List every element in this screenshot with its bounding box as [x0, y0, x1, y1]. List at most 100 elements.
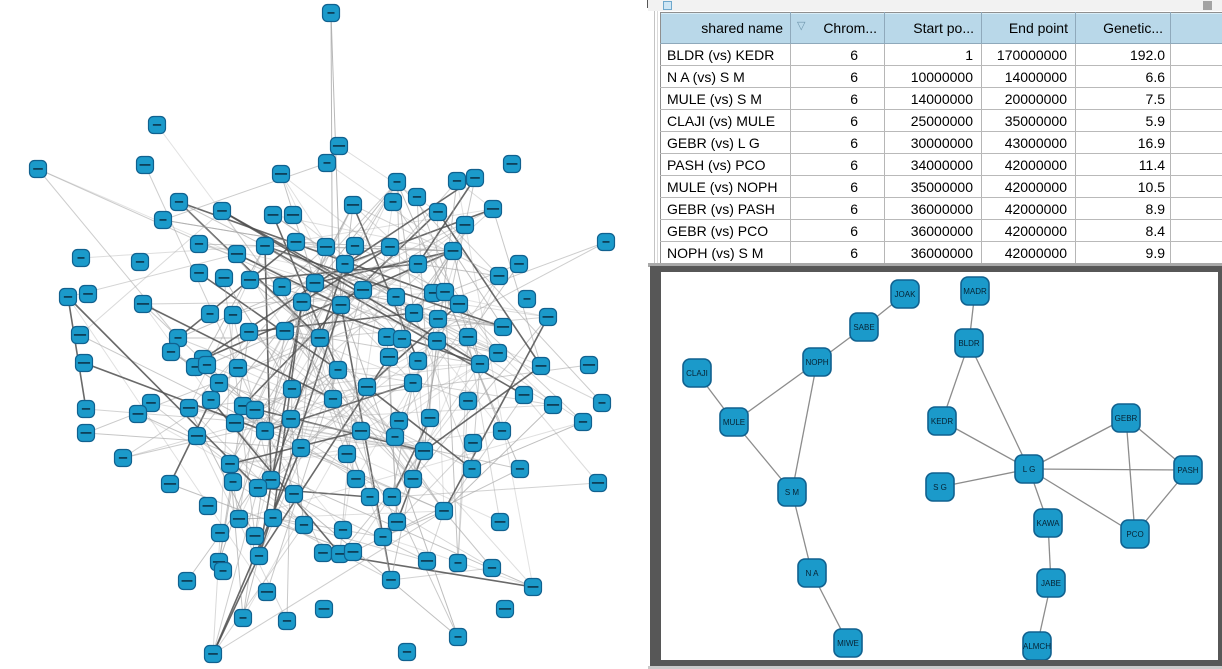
table-cell[interactable]: 42000000 [981, 197, 1076, 220]
table-cell[interactable]: 6 [790, 241, 885, 264]
network-node[interactable] [531, 356, 551, 376]
network-node[interactable] [328, 360, 348, 380]
network-node[interactable] [141, 393, 161, 413]
network-node-madr[interactable]: MADR [960, 276, 990, 306]
table-cell[interactable]: 20000000 [981, 87, 1076, 110]
network-node[interactable] [492, 421, 512, 441]
table-cell[interactable]: PASH (vs) PCO [660, 153, 791, 176]
network-node[interactable] [373, 527, 393, 547]
network-node-pash[interactable]: PASH [1173, 455, 1203, 485]
network-node[interactable] [305, 273, 325, 293]
network-node[interactable] [78, 284, 98, 304]
network-node[interactable] [448, 627, 468, 647]
network-node[interactable] [383, 192, 403, 212]
network-node[interactable] [272, 277, 292, 297]
network-node[interactable] [360, 487, 380, 507]
network-node[interactable] [283, 205, 303, 225]
network-node[interactable] [463, 433, 483, 453]
network-node-joak[interactable]: JOAK [890, 279, 920, 309]
table-row[interactable]: BLDR (vs) KEDR 6 1 170000000 192.0 [660, 43, 1222, 66]
network-node[interactable] [407, 187, 427, 207]
table-cell-spacer[interactable] [1170, 131, 1222, 154]
network-node-jabe[interactable]: JABE [1036, 568, 1066, 598]
network-node[interactable] [245, 400, 265, 420]
table-cell[interactable]: 6 [790, 87, 885, 110]
network-node-bldr[interactable]: BLDR [954, 328, 984, 358]
network-node[interactable] [335, 254, 355, 274]
network-node-pco[interactable]: PCO [1120, 519, 1150, 549]
network-node[interactable] [502, 154, 522, 174]
network-node[interactable] [517, 289, 537, 309]
network-node[interactable] [223, 472, 243, 492]
network-node[interactable] [579, 355, 599, 375]
network-node[interactable] [189, 234, 209, 254]
network-node[interactable] [397, 642, 417, 662]
network-node[interactable] [58, 287, 78, 307]
network-node[interactable] [225, 413, 245, 433]
network-node[interactable] [198, 496, 218, 516]
network-node[interactable] [277, 611, 297, 631]
network-node[interactable] [449, 294, 469, 314]
network-node[interactable] [435, 282, 455, 302]
table-cell[interactable]: 6 [790, 109, 885, 132]
table-row[interactable]: GEBR (vs) PCO 6 36000000 42000000 8.4 [660, 219, 1222, 242]
network-node[interactable] [263, 508, 283, 528]
network-node[interactable] [482, 558, 502, 578]
network-node[interactable] [201, 390, 221, 410]
network-node[interactable] [76, 399, 96, 419]
network-node-claji[interactable]: CLAJI [682, 358, 712, 388]
network-node[interactable] [427, 331, 447, 351]
network-node[interactable] [209, 373, 229, 393]
network-node[interactable] [588, 473, 608, 493]
network-node[interactable] [203, 644, 223, 664]
table-cell[interactable]: 42000000 [981, 175, 1076, 198]
network-node[interactable] [239, 322, 259, 342]
table-cell[interactable]: 6.6 [1075, 65, 1171, 88]
network-node[interactable] [323, 389, 343, 409]
network-node[interactable] [357, 377, 377, 397]
table-cell[interactable]: 5.9 [1075, 109, 1171, 132]
table-cell[interactable]: 6 [790, 153, 885, 176]
network-node[interactable] [255, 421, 275, 441]
horizontal-scrollbar-thumb[interactable] [663, 1, 672, 10]
network-node-miwe[interactable]: MIWE [833, 628, 863, 658]
network-node[interactable] [470, 354, 490, 374]
table-cell[interactable]: 10000000 [884, 65, 982, 88]
column-header-genetic[interactable]: Genetic... [1075, 12, 1171, 44]
network-node-s-g[interactable]: S G [925, 472, 955, 502]
network-node[interactable] [443, 241, 463, 261]
table-cell[interactable]: 35000000 [981, 109, 1076, 132]
network-node[interactable] [447, 171, 467, 191]
column-header-end-point[interactable]: End point [981, 12, 1076, 44]
table-cell[interactable]: 16.9 [1075, 131, 1171, 154]
table-cell[interactable]: 14000000 [884, 87, 982, 110]
table-cell[interactable]: 6 [790, 131, 885, 154]
table-cell[interactable]: 6 [790, 43, 885, 66]
table-cell[interactable]: 34000000 [884, 153, 982, 176]
network-node[interactable] [189, 263, 209, 283]
table-row[interactable]: CLAJI (vs) MULE 6 25000000 35000000 5.9 [660, 109, 1222, 132]
network-node[interactable] [255, 236, 275, 256]
network-node[interactable] [458, 391, 478, 411]
subnetwork-canvas[interactable]: CLAJI JOAK SABE NOPH MULE S M N A MIWE MADR BLDR K… [661, 272, 1218, 660]
network-node[interactable] [404, 303, 424, 323]
network-node[interactable] [346, 469, 366, 489]
network-node[interactable] [385, 427, 405, 447]
network-node[interactable] [245, 526, 265, 546]
network-node[interactable] [514, 385, 534, 405]
table-cell[interactable]: 43000000 [981, 131, 1076, 154]
table-cell[interactable]: 30000000 [884, 131, 982, 154]
table-cell[interactable]: 170000000 [981, 43, 1076, 66]
main-network-canvas[interactable] [0, 0, 648, 669]
table-row[interactable]: MULE (vs) NOPH 6 35000000 42000000 10.5 [660, 175, 1222, 198]
network-node[interactable] [387, 512, 407, 532]
network-node[interactable] [592, 393, 612, 413]
network-node[interactable] [458, 327, 478, 347]
network-node[interactable] [71, 248, 91, 268]
network-node[interactable] [313, 543, 333, 563]
table-cell[interactable]: 42000000 [981, 241, 1076, 264]
network-node[interactable] [428, 309, 448, 329]
network-node[interactable] [282, 379, 302, 399]
network-node[interactable] [76, 423, 96, 443]
network-node[interactable] [213, 561, 233, 581]
